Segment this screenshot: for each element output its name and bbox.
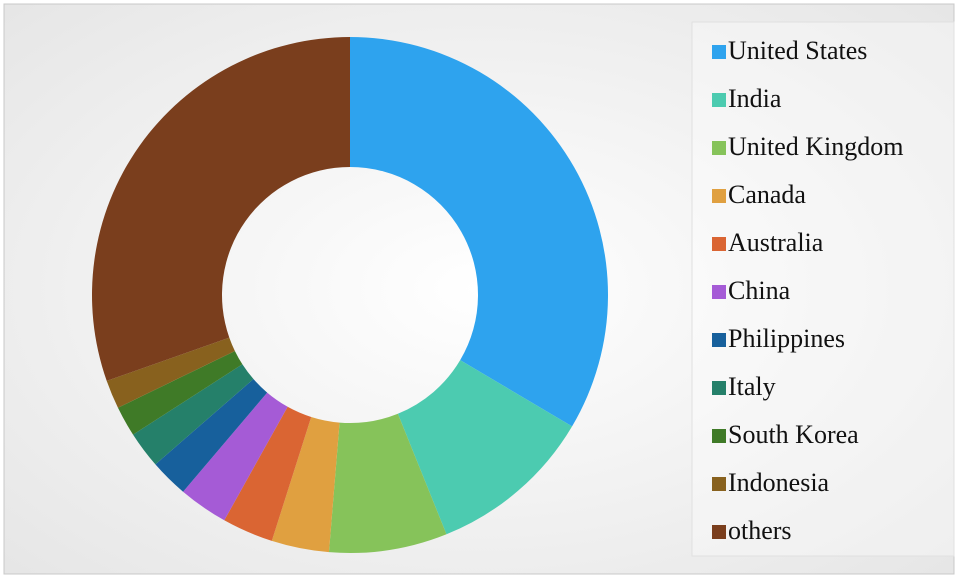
donut-slice <box>155 379 268 492</box>
legend-swatch <box>712 93 726 107</box>
legend-label: United Kingdom <box>728 132 904 161</box>
legend-label: China <box>728 276 791 305</box>
legend-label: India <box>728 84 782 113</box>
legend-label: Indonesia <box>728 468 830 497</box>
donut-slice <box>106 337 235 408</box>
legend-swatch <box>712 237 726 251</box>
legend-label: United States <box>728 36 867 65</box>
legend-swatch <box>712 285 726 299</box>
legend-label: South Korea <box>728 420 859 449</box>
legend-swatch <box>712 525 726 539</box>
donut-slice <box>183 392 288 521</box>
legend-label: Australia <box>728 228 824 257</box>
legend-swatch <box>712 45 726 59</box>
legend-swatch <box>712 429 726 443</box>
donut-slice <box>117 350 243 435</box>
legend-swatch <box>712 141 726 155</box>
legend-swatch <box>712 477 726 491</box>
legend-box <box>691 21 955 557</box>
donut-slice <box>224 406 312 541</box>
legend-label: Canada <box>728 180 806 209</box>
donut-slice <box>397 360 573 535</box>
legend-label: Philippines <box>728 324 845 353</box>
donut-slice <box>328 413 447 553</box>
legend-swatch <box>712 333 726 347</box>
donut-slice <box>91 37 350 381</box>
donut-slice <box>350 37 609 427</box>
legend-swatch <box>712 381 726 395</box>
legend-label: others <box>728 516 792 545</box>
donut-slice <box>133 364 254 465</box>
legend-swatch <box>712 189 726 203</box>
legend-label: Italy <box>728 372 776 401</box>
donut-slice <box>271 416 340 553</box>
